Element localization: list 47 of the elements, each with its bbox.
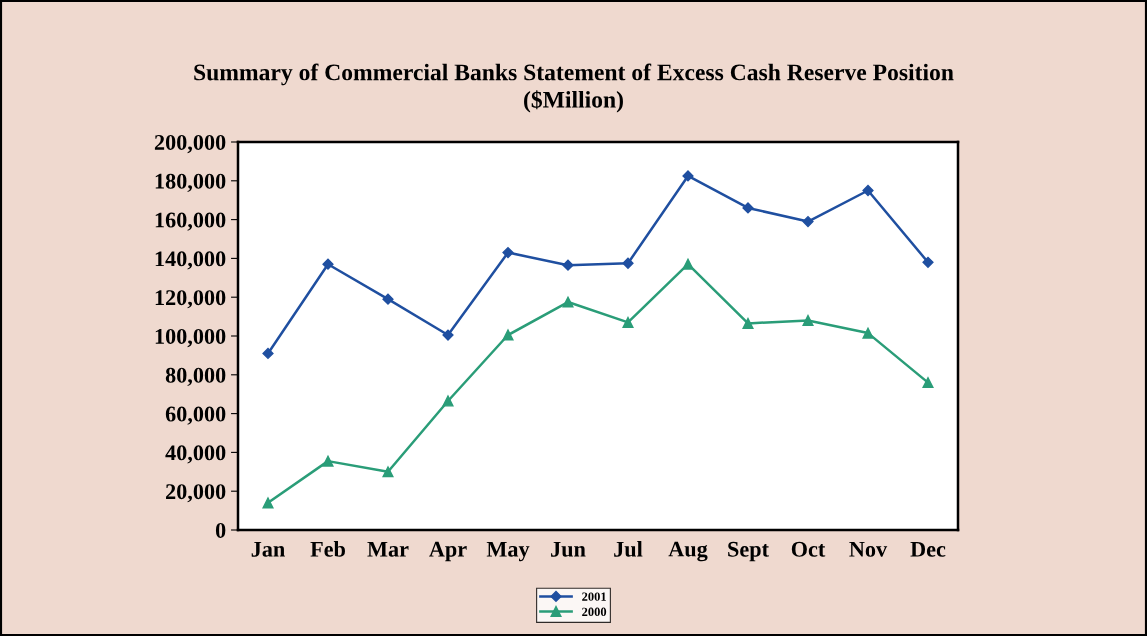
point — [802, 215, 814, 228]
x-tick-label: May — [486, 541, 530, 562]
point — [322, 455, 334, 467]
point — [262, 497, 274, 509]
point — [742, 317, 754, 329]
legend-label: 2000 — [582, 607, 607, 617]
point — [262, 347, 274, 360]
x-tick-label: Nov — [849, 541, 888, 557]
y-tick-label: 0 — [215, 522, 226, 538]
y-tick-label: 120,000 — [155, 290, 226, 309]
x-tick-label: Dec — [910, 541, 946, 557]
y-tick-label: 40,000 — [165, 445, 226, 464]
x-tick-label: Jan — [251, 541, 285, 557]
point — [502, 329, 514, 341]
point — [802, 314, 814, 327]
point — [922, 256, 934, 268]
x-tick-label: Feb — [310, 541, 345, 557]
x-tick-label: Oct — [791, 541, 826, 557]
point — [382, 293, 394, 305]
point — [622, 257, 634, 269]
point — [322, 258, 334, 270]
y-tick-label: 180,000 — [155, 173, 226, 192]
x-tick-label: Jun — [551, 541, 586, 557]
y-tick-label: 20,000 — [166, 484, 226, 503]
point — [862, 327, 874, 339]
point — [502, 246, 514, 259]
x-tick-label: Mar — [367, 541, 409, 557]
point — [862, 184, 874, 197]
y-tick-label: 160,000 — [155, 212, 226, 231]
x-tick-label: Apr — [429, 541, 467, 562]
y-tick-label: 80,000 — [165, 367, 226, 386]
point — [922, 377, 934, 389]
y-tick-label: 200,000 — [154, 134, 226, 154]
point — [562, 296, 574, 308]
chart-title: Summary of Commercial Banks Statement of Excess Cash Reserve Position ($Million) — [194, 63, 954, 113]
legend-label: 2001 — [582, 592, 606, 601]
point — [382, 466, 394, 478]
x-tick-label: Sept — [728, 541, 769, 562]
point — [682, 258, 694, 270]
y-tick-label: 100,000 — [155, 328, 226, 348]
point — [622, 316, 634, 328]
point — [442, 395, 454, 407]
y-tick-label: 60,000 — [165, 406, 226, 425]
x-tick-label: Jul — [614, 541, 643, 557]
y-tick-label: 140,000 — [155, 251, 226, 270]
x-tick-label: Aug — [668, 541, 708, 562]
point — [562, 259, 574, 271]
